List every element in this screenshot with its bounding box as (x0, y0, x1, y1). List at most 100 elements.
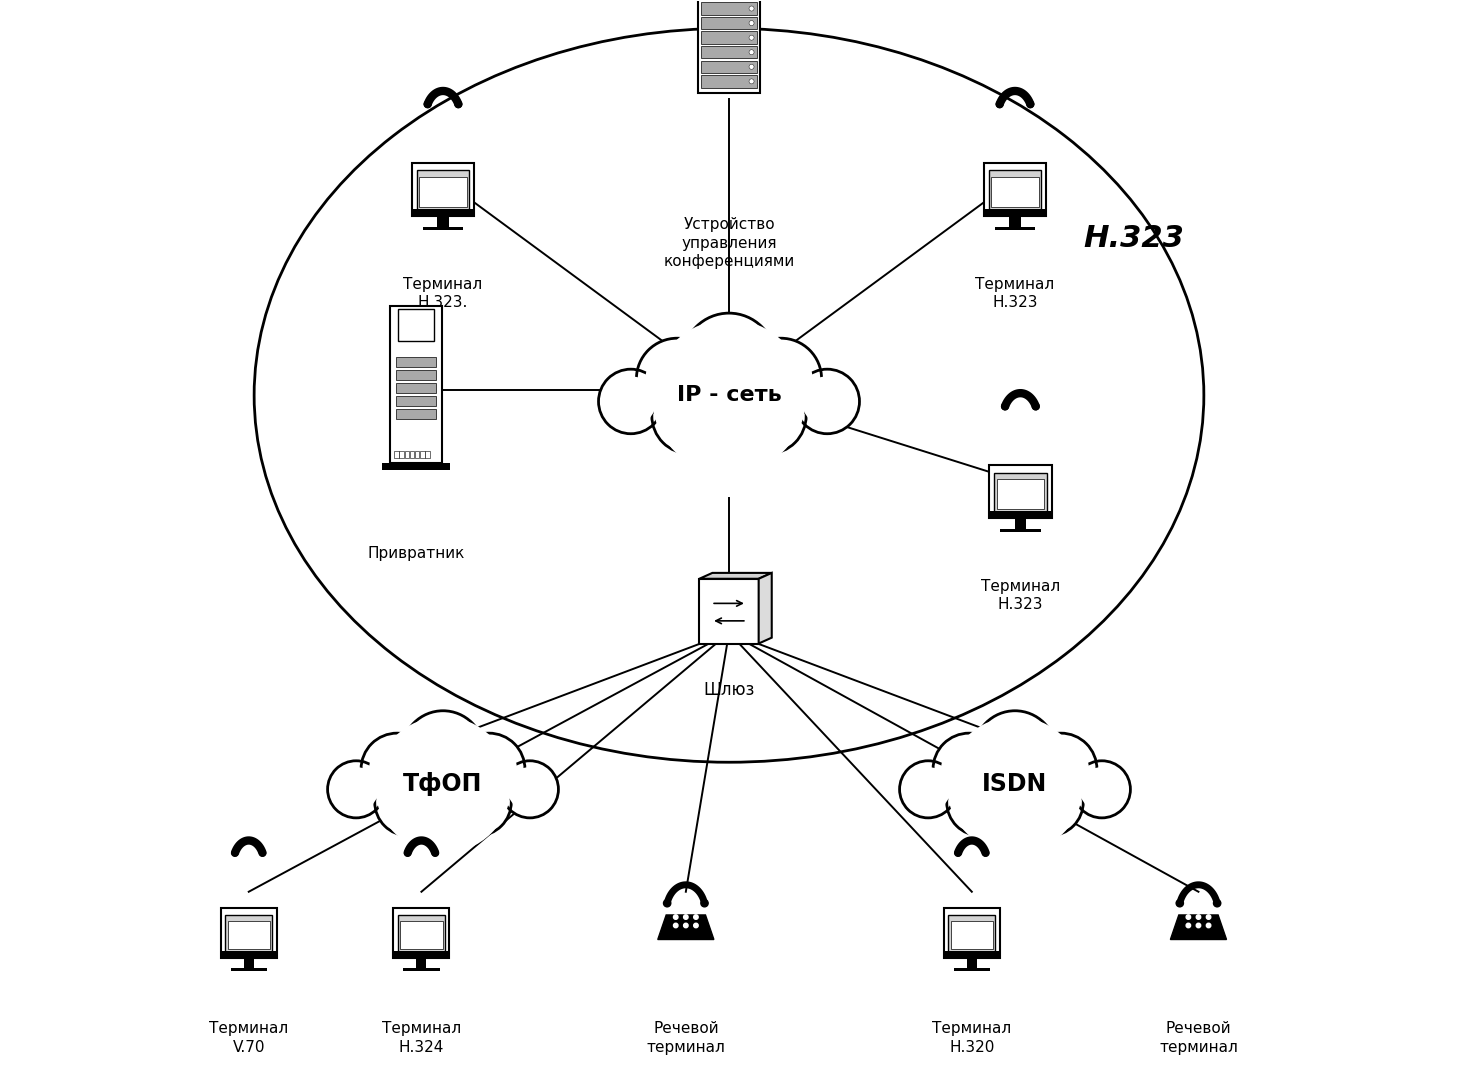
Circle shape (1206, 907, 1210, 911)
Circle shape (1196, 923, 1201, 927)
Bar (411, 162, 474, 216)
Polygon shape (1171, 915, 1226, 939)
Bar (395, 396, 436, 406)
Circle shape (1032, 403, 1040, 410)
Circle shape (684, 914, 688, 920)
Bar (399, 451, 404, 458)
Circle shape (663, 899, 671, 907)
Bar (701, 61, 757, 72)
Bar (701, 31, 757, 44)
Bar (984, 209, 1047, 216)
Bar (420, 451, 424, 458)
Circle shape (996, 101, 1003, 107)
Bar (997, 479, 1044, 510)
Circle shape (730, 378, 806, 453)
Circle shape (424, 101, 432, 107)
Circle shape (983, 849, 989, 856)
Bar (423, 226, 464, 230)
Circle shape (1187, 923, 1191, 927)
Bar (220, 951, 277, 958)
Text: Речевой
терминал: Речевой терминал (646, 1021, 725, 1055)
Bar (701, 2, 757, 15)
Circle shape (749, 21, 754, 26)
Bar (967, 958, 977, 967)
Circle shape (954, 776, 1006, 829)
Circle shape (660, 386, 719, 446)
Text: Устройство
управления
конференциями: Устройство управления конференциями (663, 217, 795, 269)
Bar (395, 357, 436, 367)
Text: Терминал
Н.323.: Терминал Н.323. (404, 277, 483, 311)
Circle shape (334, 767, 379, 812)
Circle shape (1002, 403, 1009, 410)
Circle shape (1024, 776, 1076, 829)
Text: Терминал
V.70: Терминал V.70 (208, 1021, 289, 1055)
Bar (701, 47, 757, 58)
Circle shape (418, 782, 467, 831)
Bar (395, 370, 436, 380)
Circle shape (682, 313, 776, 406)
Circle shape (652, 378, 728, 453)
Circle shape (232, 849, 238, 856)
Bar (411, 209, 474, 216)
Circle shape (411, 720, 475, 783)
Bar (382, 463, 449, 470)
Circle shape (1206, 923, 1210, 927)
Circle shape (905, 767, 951, 812)
Circle shape (739, 386, 798, 446)
Circle shape (741, 339, 822, 420)
Circle shape (375, 768, 442, 835)
Bar (1015, 518, 1026, 529)
Circle shape (674, 914, 678, 920)
Bar (227, 921, 270, 949)
Bar (394, 908, 449, 958)
Circle shape (749, 79, 754, 84)
Circle shape (1032, 741, 1089, 797)
Bar (701, 17, 757, 29)
Bar (395, 409, 436, 419)
Circle shape (1026, 101, 1034, 107)
Circle shape (974, 711, 1056, 793)
Circle shape (605, 377, 656, 426)
Circle shape (749, 347, 812, 411)
Text: Шлюз: Шлюз (703, 682, 755, 699)
Bar (426, 451, 430, 458)
Bar (404, 967, 440, 971)
Circle shape (375, 716, 512, 854)
Circle shape (684, 907, 688, 911)
Bar (943, 908, 1000, 958)
Bar (943, 951, 1000, 958)
Bar (417, 170, 469, 210)
Circle shape (933, 734, 1005, 805)
Circle shape (502, 761, 558, 818)
Circle shape (694, 907, 698, 911)
Bar (994, 473, 1047, 512)
Polygon shape (758, 572, 771, 644)
Bar (989, 465, 1051, 518)
Bar (951, 921, 993, 949)
Circle shape (404, 849, 411, 856)
Circle shape (701, 394, 757, 448)
Circle shape (1079, 767, 1124, 812)
Polygon shape (700, 572, 771, 579)
Circle shape (991, 782, 1040, 831)
Circle shape (946, 768, 1013, 835)
Bar (243, 958, 254, 967)
Circle shape (636, 339, 717, 420)
Text: Терминал
Н.323: Терминал Н.323 (975, 277, 1054, 311)
Bar (394, 451, 398, 458)
Bar (700, 579, 758, 644)
Bar (989, 170, 1041, 210)
Circle shape (946, 716, 1083, 854)
Bar (399, 921, 443, 949)
Circle shape (1196, 914, 1201, 920)
Bar (391, 306, 442, 463)
Circle shape (674, 907, 678, 911)
Bar (701, 75, 757, 88)
Circle shape (749, 6, 754, 11)
Bar (230, 967, 267, 971)
Circle shape (382, 776, 434, 829)
Circle shape (749, 35, 754, 40)
Circle shape (694, 386, 764, 456)
Bar (984, 162, 1047, 216)
Circle shape (1213, 899, 1220, 907)
